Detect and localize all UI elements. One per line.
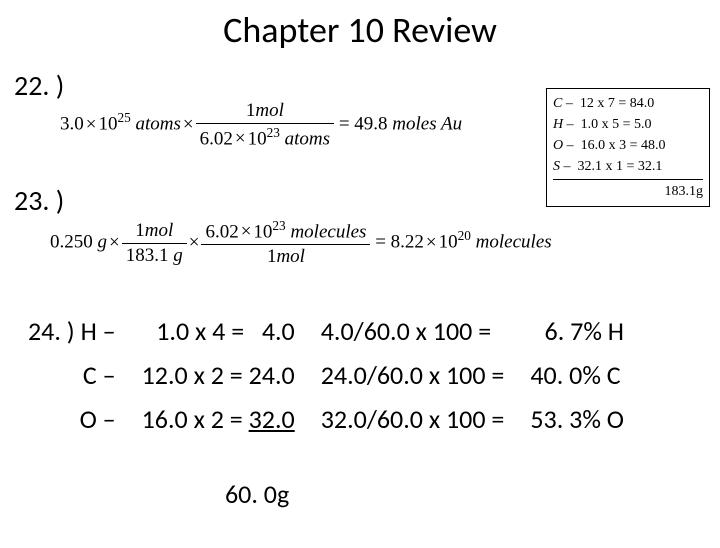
q22-label: 22. ) <box>14 68 64 103</box>
q23-label: 23. ) <box>14 183 64 218</box>
q24-total: 60. 0g <box>225 478 289 510</box>
q22-result-unit: moles Au <box>392 114 462 135</box>
box-row: H – 1.0 x 5 = 5.0 <box>553 114 703 135</box>
q22-exp1: 25 <box>117 110 130 125</box>
q22-result: 49.8 <box>354 114 387 135</box>
q22-fraction: 1mol 6.02×1023 atoms <box>196 100 334 150</box>
q23-fraction-1: 1mol 183.1 g <box>122 220 187 267</box>
q23-fraction-2: 6.02×1023 molecules 1mol <box>201 218 370 268</box>
q22-equation: 3.0×1025 atoms× 1mol 6.02×1023 atoms = 4… <box>60 100 462 150</box>
q24-block: 24. ) H – 1.0 x 4 = 4.0 4.0/60.0 x 100 =… <box>14 308 638 442</box>
box-row: O – 16.0 x 3 = 48.0 <box>553 135 703 156</box>
q22-coef: 3.0 <box>60 114 84 135</box>
box-total: 183.1g <box>553 179 703 202</box>
box-row: S – 32.1 x 1 = 32.1 <box>553 156 703 177</box>
q24-row: C – 12.0 x 2 = 24.0 24.0/60.0 x 100 = 40… <box>16 354 636 396</box>
q24-row: O – 16.0 x 2 = 32.0 32.0/60.0 x 100 = 53… <box>16 398 636 440</box>
molar-mass-box: C – 12 x 7 = 84.0 H – 1.0 x 5 = 5.0 O – … <box>546 88 710 207</box>
page-title: Chapter 10 Review <box>0 8 720 52</box>
q24-row: 24. ) H – 1.0 x 4 = 4.0 4.0/60.0 x 100 =… <box>16 310 636 352</box>
q22-unit1: atoms <box>136 114 181 135</box>
box-row: C – 12 x 7 = 84.0 <box>553 93 703 114</box>
q23-equation: 0.250 g× 1mol 183.1 g × 6.02×1023 molecu… <box>50 218 552 268</box>
